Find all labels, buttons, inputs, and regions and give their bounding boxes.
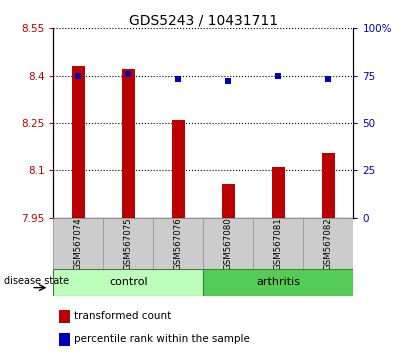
Bar [303, 218, 353, 269]
Bar [322, 153, 335, 218]
Text: control: control [109, 277, 148, 287]
Text: GSM567075: GSM567075 [124, 217, 133, 270]
Bar [60, 310, 70, 323]
Bar [222, 184, 235, 218]
Bar [72, 66, 85, 218]
Text: percentile rank within the sample: percentile rank within the sample [74, 335, 250, 344]
Text: transformed count: transformed count [74, 312, 172, 321]
Bar [172, 120, 185, 218]
Text: GSM567082: GSM567082 [324, 217, 333, 270]
Bar [272, 167, 285, 218]
Bar [53, 269, 203, 296]
Title: GDS5243 / 10431711: GDS5243 / 10431711 [129, 13, 278, 27]
Bar [203, 218, 254, 269]
Bar [104, 218, 153, 269]
Bar [53, 218, 104, 269]
Text: disease state: disease state [4, 276, 69, 286]
Bar [254, 218, 303, 269]
Text: GSM567080: GSM567080 [224, 217, 233, 270]
Bar [153, 218, 203, 269]
Bar [122, 69, 135, 218]
Text: GSM567076: GSM567076 [174, 217, 183, 270]
Text: arthritis: arthritis [256, 277, 300, 287]
Text: GSM567074: GSM567074 [74, 217, 83, 270]
Text: GSM567081: GSM567081 [274, 217, 283, 270]
Bar [203, 269, 353, 296]
Bar [60, 333, 70, 346]
